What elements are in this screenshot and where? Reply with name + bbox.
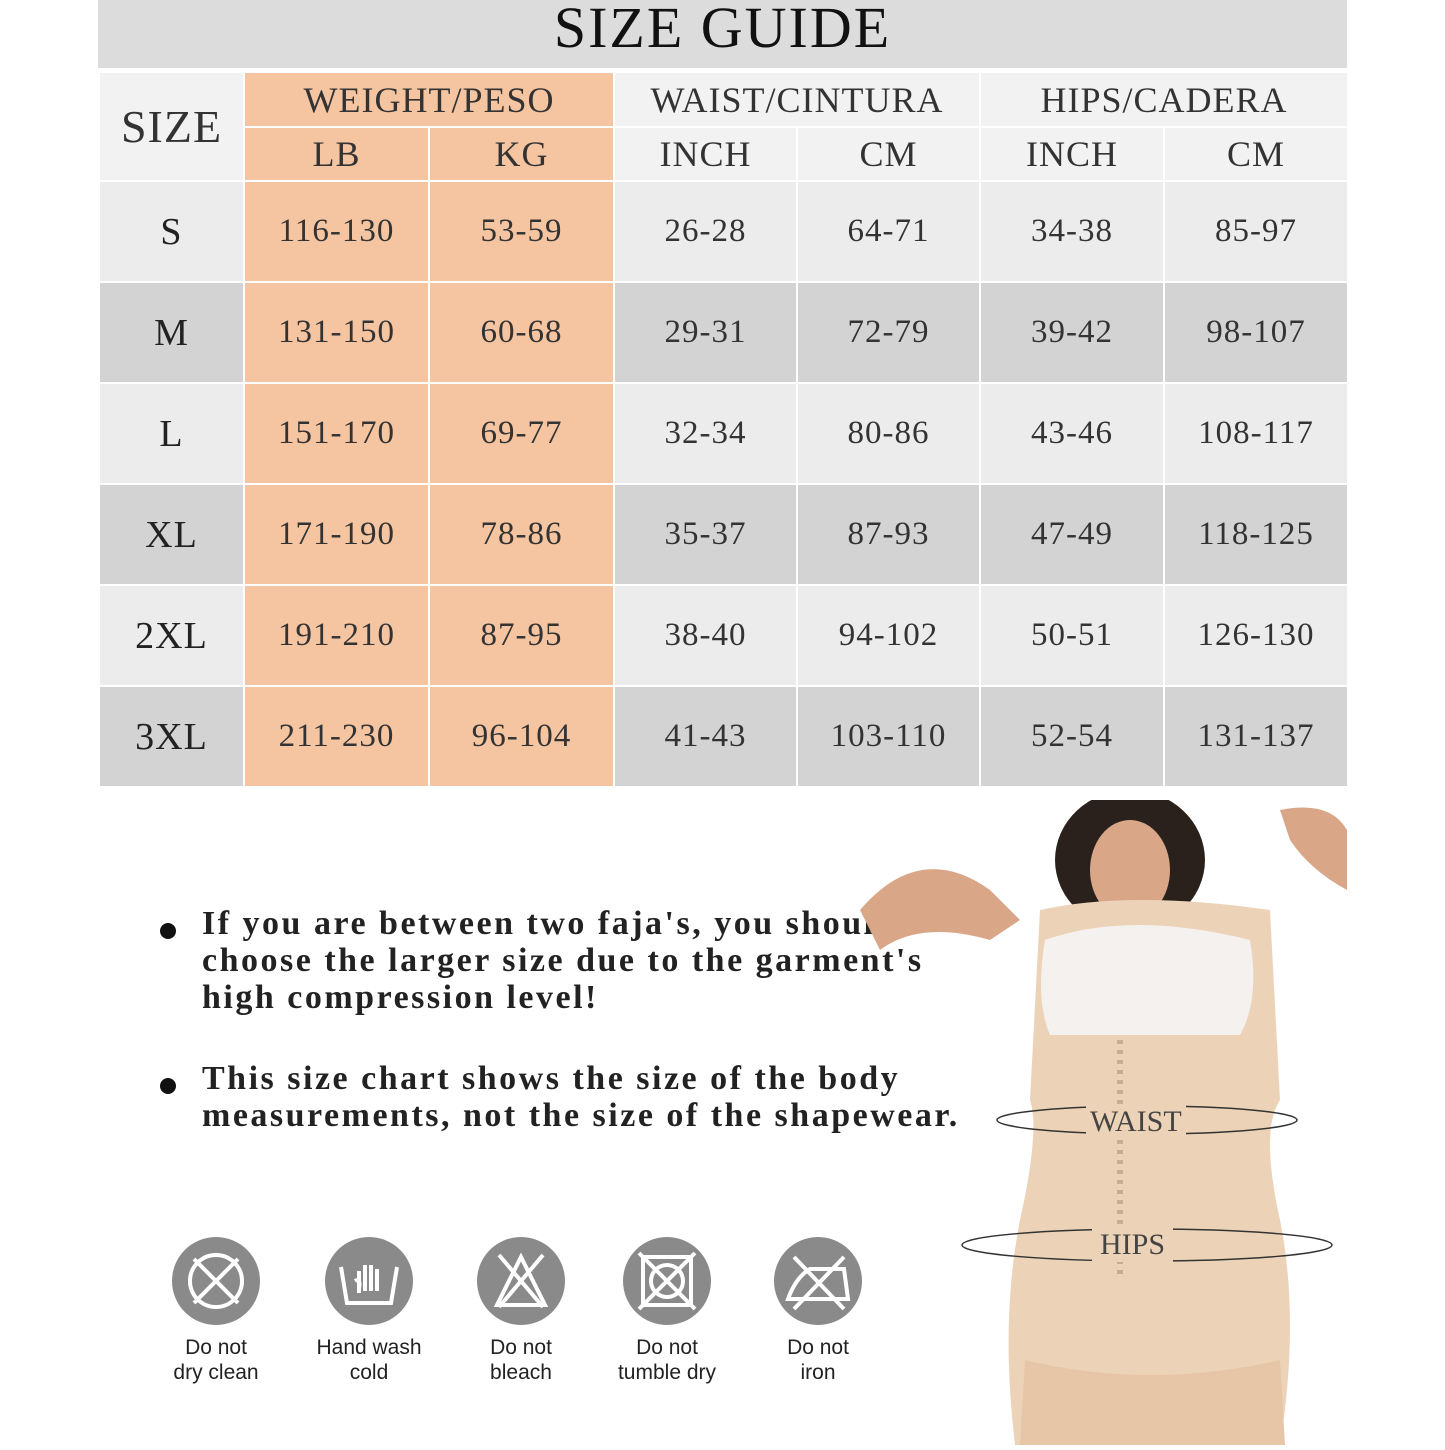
hand-wash-icon: [325, 1237, 413, 1325]
no-bleach-icon: [477, 1237, 565, 1325]
care-label-line1: Do not: [490, 1336, 552, 1359]
bullet-icon: [160, 923, 176, 939]
size-cell: L: [98, 382, 245, 485]
table-row: XL 171-190 78-86 35-37 87-93 47-49 118-125: [98, 483, 1350, 586]
hips-header: HIPS/CADERA: [979, 71, 1350, 128]
care-instruction: Do not tumble dry: [592, 1237, 742, 1385]
hips-inch-header: INCH: [979, 126, 1166, 182]
lb-cell: 151-170: [243, 382, 430, 485]
lb-cell: 191-210: [243, 584, 430, 687]
size-cell: XL: [98, 483, 245, 586]
note-item: This size chart shows the size of the bo…: [160, 1060, 990, 1134]
hips-inch-cell: 47-49: [979, 483, 1166, 586]
kg-cell: 60-68: [427, 281, 616, 384]
waist-cm-cell: 72-79: [796, 281, 982, 384]
care-label-line1: Do not: [185, 1336, 247, 1359]
care-instruction: Hand wash cold: [294, 1237, 444, 1385]
kg-cell: 87-95: [427, 584, 616, 687]
waist-cm-header: CM: [796, 126, 982, 182]
note-text: This size chart shows the size of the bo…: [202, 1060, 960, 1134]
size-cell: 3XL: [98, 685, 245, 788]
waist-inch-cell: 26-28: [613, 180, 799, 283]
kg-cell: 69-77: [427, 382, 616, 485]
table-row: M 131-150 60-68 29-31 72-79 39-42 98-107: [98, 281, 1350, 384]
size-cell: S: [98, 180, 245, 283]
hips-inch-cell: 39-42: [979, 281, 1166, 384]
care-label-line2: tumble dry: [617, 1361, 717, 1384]
care-label-line1: Do not: [787, 1336, 849, 1359]
size-header: SIZE: [98, 71, 245, 182]
lb-cell: 171-190: [243, 483, 430, 586]
model-photo: WAIST HIPS: [860, 790, 1347, 1445]
kg-header: KG: [427, 126, 616, 182]
hips-cm-cell: 118-125: [1163, 483, 1350, 586]
lb-cell: 211-230: [243, 685, 430, 788]
hips-inch-cell: 34-38: [979, 180, 1166, 283]
care-instruction: Do not iron: [743, 1237, 893, 1385]
waist-header: WAIST/CINTURA: [613, 71, 982, 128]
table-row: S 116-130 53-59 26-28 64-71 34-38 85-97: [98, 180, 1350, 283]
waist-inch-cell: 38-40: [613, 584, 799, 687]
waist-inch-cell: 32-34: [613, 382, 799, 485]
kg-cell: 96-104: [427, 685, 616, 788]
table-row: L 151-170 69-77 32-34 80-86 43-46 108-117: [98, 382, 1350, 485]
table-row: 3XL 211-230 96-104 41-43 103-110 52-54 131-137: [98, 685, 1350, 788]
waist-inch-cell: 35-37: [613, 483, 799, 586]
care-instruction: Do not bleach: [446, 1237, 596, 1385]
care-label-line2: iron: [800, 1361, 836, 1384]
hips-cm-cell: 131-137: [1163, 685, 1350, 788]
waist-inch-header: INCH: [613, 126, 799, 182]
hips-cm-header: CM: [1163, 126, 1350, 182]
hips-cm-cell: 126-130: [1163, 584, 1350, 687]
waist-cm-cell: 103-110: [796, 685, 982, 788]
hips-label: HIPS: [1092, 1228, 1174, 1262]
waist-inch-cell: 41-43: [613, 685, 799, 788]
page-title: SIZE GUIDE: [98, 0, 1347, 68]
lb-cell: 131-150: [243, 281, 430, 384]
hips-cm-cell: 98-107: [1163, 281, 1350, 384]
hips-inch-cell: 43-46: [979, 382, 1166, 485]
lb-header: LB: [243, 126, 430, 182]
hips-cm-cell: 85-97: [1163, 180, 1350, 283]
hips-cm-cell: 108-117: [1163, 382, 1350, 485]
hips-inch-cell: 50-51: [979, 584, 1166, 687]
care-label-line2: bleach: [490, 1361, 552, 1384]
waist-cm-cell: 87-93: [796, 483, 982, 586]
care-label-line1: Do not: [636, 1336, 698, 1359]
care-instruction: Do not dry clean: [141, 1237, 291, 1385]
waist-cm-cell: 64-71: [796, 180, 982, 283]
care-label-line1: Hand wash: [316, 1336, 422, 1359]
waist-label: WAIST: [1086, 1105, 1186, 1139]
table-row: 2XL 191-210 87-95 38-40 94-102 50-51 126-130: [98, 584, 1350, 687]
lb-cell: 116-130: [243, 180, 430, 283]
size-cell: 2XL: [98, 584, 245, 687]
weight-header: WEIGHT/PESO: [242, 71, 616, 128]
no-iron-icon: [774, 1237, 862, 1325]
note-text: If you are between two faja's, you shoul…: [202, 905, 924, 1016]
care-label-line2: dry clean: [173, 1361, 259, 1384]
bullet-icon: [160, 1078, 176, 1094]
hips-inch-cell: 52-54: [979, 685, 1166, 788]
kg-cell: 78-86: [427, 483, 616, 586]
no-dry-clean-icon: [172, 1237, 260, 1325]
kg-cell: 53-59: [427, 180, 616, 283]
notes: If you are between two faja's, you shoul…: [160, 905, 990, 1178]
note-item: If you are between two faja's, you shoul…: [160, 905, 990, 1016]
size-table: SIZE WEIGHT/PESO WAIST/CINTURA HIPS/CADE…: [98, 71, 1350, 788]
waist-inch-cell: 29-31: [613, 281, 799, 384]
care-label-line2: cold: [349, 1361, 389, 1384]
size-cell: M: [98, 281, 245, 384]
waist-cm-cell: 80-86: [796, 382, 982, 485]
waist-cm-cell: 94-102: [796, 584, 982, 687]
no-tumble-dry-icon: [623, 1237, 711, 1325]
